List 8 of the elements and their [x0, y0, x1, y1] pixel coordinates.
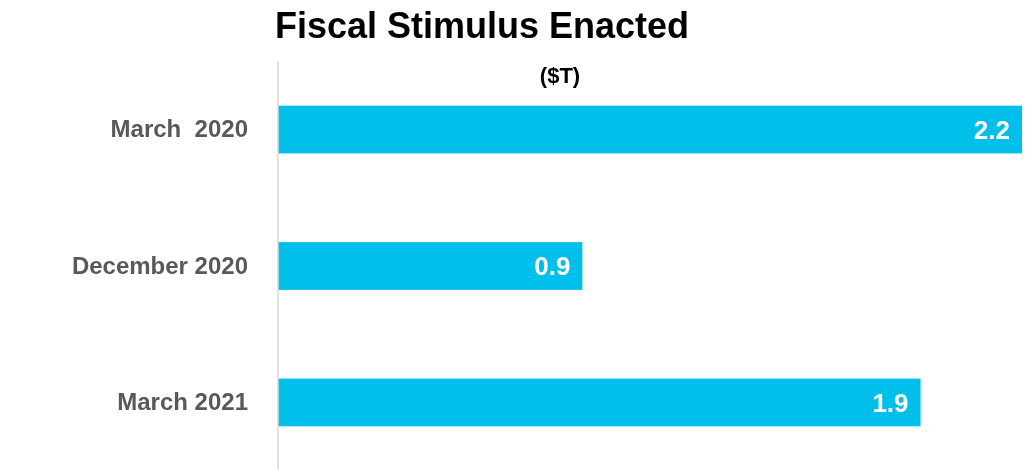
y-tick-label: March 2021	[117, 388, 248, 416]
chart-subtitle: ($T)	[539, 63, 581, 88]
y-tick-label: March 2020	[110, 115, 248, 143]
data-label: 0.9	[534, 251, 571, 282]
chart-title: Fiscal Stimulus Enacted	[274, 5, 690, 46]
data-label: 1.9	[872, 387, 909, 418]
y-tick-label: December 2020	[71, 251, 248, 279]
data-label: 2.2	[973, 114, 1010, 145]
